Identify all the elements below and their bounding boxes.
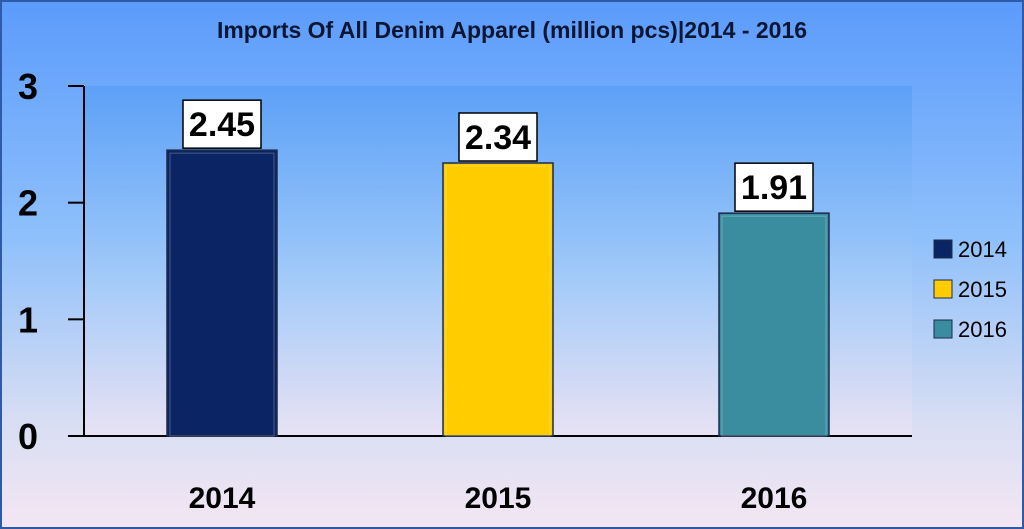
bar: [718, 212, 830, 437]
x-tick-label: 2014: [189, 482, 256, 515]
legend-label: 2015: [958, 277, 1007, 302]
bar: [166, 149, 278, 437]
legend-swatch: [933, 239, 953, 259]
y-tick-label: 1: [18, 299, 38, 340]
legend-label: 2014: [958, 237, 1007, 262]
x-tick-label: 2015: [465, 482, 532, 515]
y-tick-label: 2: [18, 183, 38, 224]
bar-highlight: [721, 215, 827, 437]
data-label: 2.34: [465, 119, 531, 157]
data-label-box: [458, 112, 538, 162]
chart-title: Imports Of All Denim Apparel (million pc…: [217, 17, 807, 43]
data-label: 2.45: [189, 106, 255, 144]
y-tick-label: 3: [18, 66, 38, 107]
y-tick-label: 0: [18, 416, 38, 457]
legend-swatch: [933, 279, 953, 299]
bar: [442, 162, 554, 437]
x-tick-label: 2016: [741, 482, 808, 515]
legend-label: 2016: [958, 317, 1007, 342]
bar-highlight: [445, 165, 551, 437]
legend-swatch: [933, 319, 953, 339]
data-label-box: [182, 99, 262, 149]
bar-highlight: [169, 152, 275, 437]
data-label-box: [734, 162, 814, 212]
data-label: 1.91: [741, 169, 807, 207]
